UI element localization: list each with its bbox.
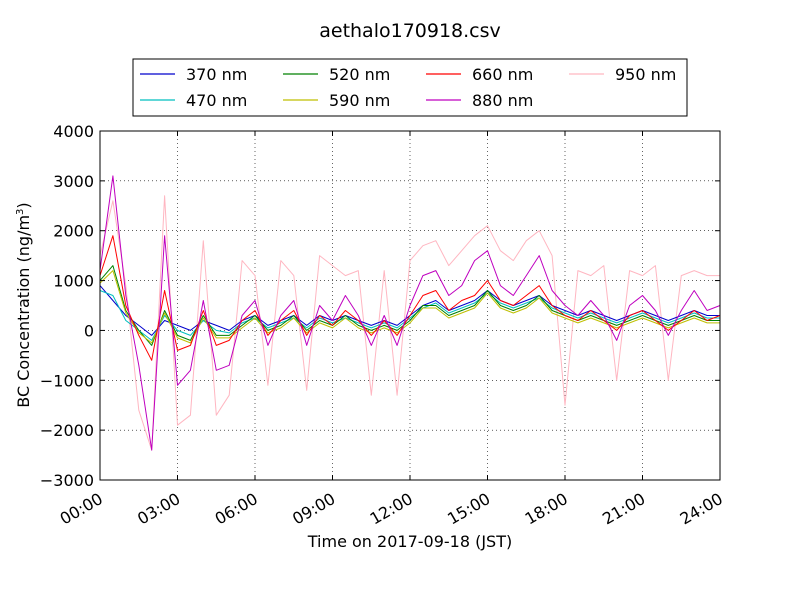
y-tick-label: 4000 — [53, 122, 94, 141]
legend-label: 520 nm — [329, 65, 390, 84]
y-tick-label: 2000 — [53, 222, 94, 241]
series-line-950-nm — [99, 195, 720, 451]
y-axis-label-close: ) — [14, 202, 33, 208]
series-line-880-nm — [99, 175, 721, 451]
y-tick-label: −1000 — [40, 371, 94, 390]
legend-label: 370 nm — [186, 65, 247, 84]
legend-box — [132, 58, 688, 117]
y-tick-label: 1000 — [53, 272, 94, 291]
legend-label: 470 nm — [186, 91, 247, 110]
legend-label: 660 nm — [472, 65, 533, 84]
legend-label: 880 nm — [472, 91, 533, 110]
series-line-660-nm — [99, 235, 721, 361]
y-tick-label: 3000 — [53, 172, 94, 191]
y-axis-label: BC Concentration (ng/m3) — [14, 202, 33, 407]
legend-label: 590 nm — [329, 91, 390, 110]
y-tick-label: −3000 — [40, 471, 94, 490]
y-tick-label: −2000 — [40, 421, 94, 440]
legend-label: 950 nm — [615, 65, 676, 84]
x-axis-label: Time on 2017-09-18 (JST) — [307, 532, 512, 551]
legend: 370 nm 470 nm 520 nm 590 nm 660 nm 880 nm 950 … — [132, 58, 688, 117]
y-axis-label-main: BC Concentration (ng/m — [14, 215, 33, 408]
y-tick-label: 0 — [84, 321, 94, 340]
y-axis-label-superscript: 3 — [15, 209, 26, 215]
series-line-470-nm — [99, 290, 720, 341]
chart-title: aethalo170918.csv — [319, 20, 501, 42]
series-lines — [99, 175, 721, 451]
series-line-590-nm — [99, 270, 720, 344]
series-line-520-nm — [99, 265, 720, 346]
